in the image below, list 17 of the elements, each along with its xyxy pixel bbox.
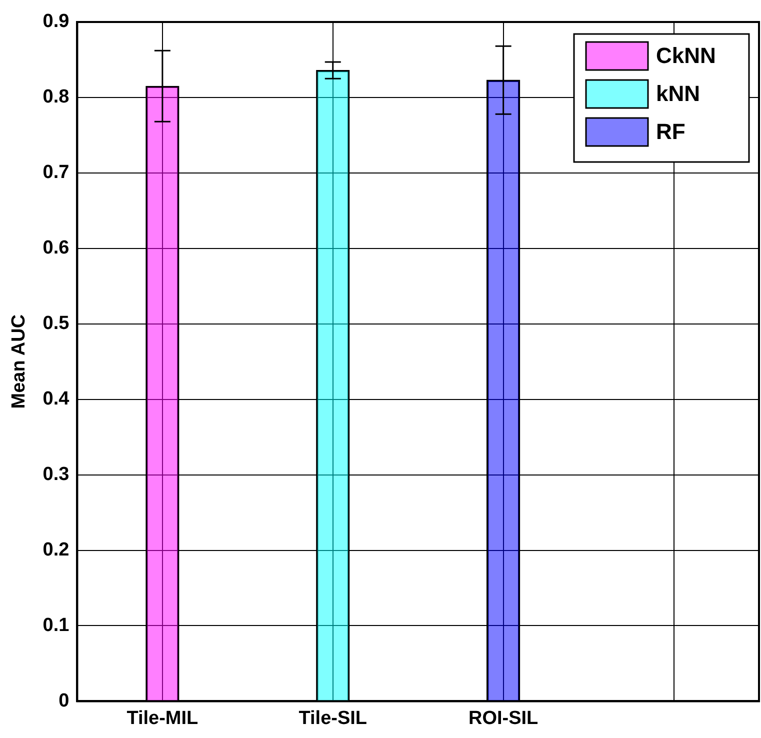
x-tick-label: Tile-SIL	[298, 708, 368, 729]
y-tick-label: 0.4	[42, 388, 70, 410]
y-tick-label: 0.3	[42, 464, 70, 486]
y-tick-label: 0.8	[42, 86, 70, 108]
legend-label: RF	[656, 119, 686, 144]
y-tick-label: 0.5	[42, 313, 70, 334]
x-tick-label: ROI-SIL	[468, 708, 539, 729]
y-tick-label: 0.9	[42, 11, 70, 32]
legend-label: CkNN	[656, 43, 716, 68]
y-tick-label: 0.1	[42, 614, 70, 636]
y-tick-label: 0.6	[42, 238, 70, 259]
x-tick-label: Tile-MIL	[126, 708, 199, 729]
y-tick-label: 0.7	[42, 162, 70, 184]
legend-label: kNN	[656, 81, 700, 106]
y-axis-title: Mean AUC	[8, 314, 30, 409]
y-tick-label: 0.2	[42, 540, 70, 560]
y-tick-label: 0	[58, 690, 70, 712]
